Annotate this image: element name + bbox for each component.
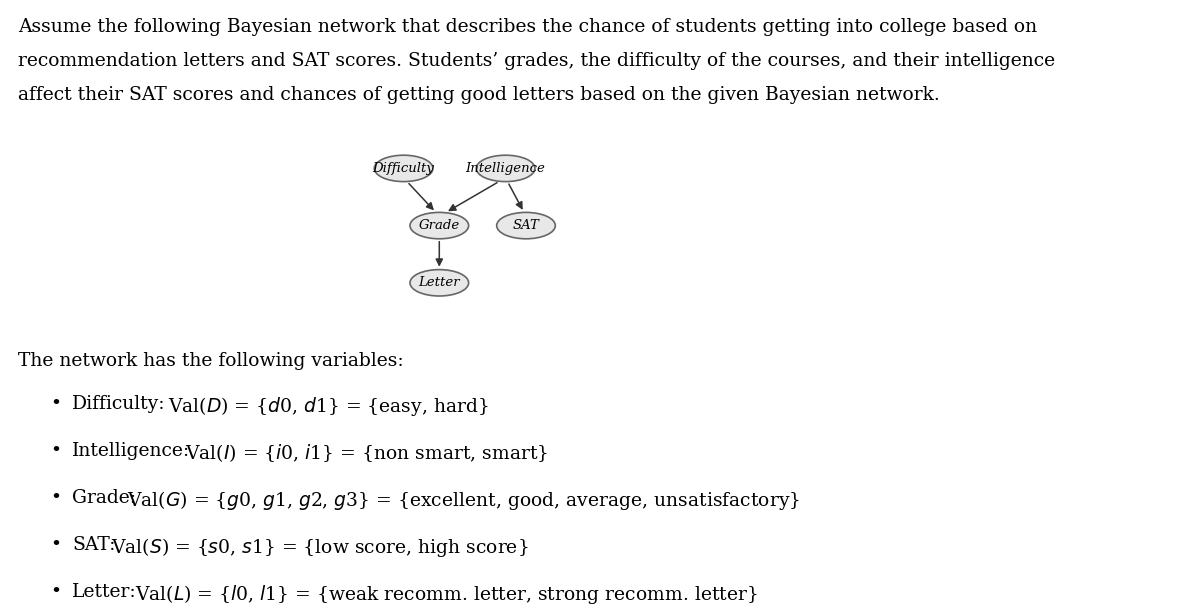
Text: Grade: Grade bbox=[419, 219, 460, 232]
Text: •: • bbox=[50, 442, 61, 460]
Text: Val($S$) = {$s$0, $s$1} = {low score, high score}: Val($S$) = {$s$0, $s$1} = {low score, hi… bbox=[110, 536, 528, 559]
Ellipse shape bbox=[410, 270, 469, 296]
Text: Grade:: Grade: bbox=[72, 489, 136, 507]
Text: Intelligence:: Intelligence: bbox=[72, 442, 190, 460]
Text: Difficulty: Difficulty bbox=[373, 162, 434, 175]
Text: •: • bbox=[50, 489, 61, 507]
Text: SAT: SAT bbox=[512, 219, 540, 232]
Text: Difficulty:: Difficulty: bbox=[72, 395, 166, 413]
Text: affect their SAT scores and chances of getting good letters based on the given B: affect their SAT scores and chances of g… bbox=[18, 86, 940, 104]
Text: Letter:: Letter: bbox=[72, 583, 137, 601]
Text: Intelligence: Intelligence bbox=[466, 162, 546, 175]
Text: •: • bbox=[50, 395, 61, 413]
Text: Val($I$) = {$i$0, $i$1} = {non smart, smart}: Val($I$) = {$i$0, $i$1} = {non smart, sm… bbox=[185, 442, 548, 464]
Ellipse shape bbox=[497, 212, 556, 239]
Ellipse shape bbox=[476, 155, 535, 182]
Text: Val($D$) = {$d$0, $d$1} = {easy, hard}: Val($D$) = {$d$0, $d$1} = {easy, hard} bbox=[168, 395, 488, 418]
Text: Val($G$) = {$g$0, $g$1, $g$2, $g$3} = {excellent, good, average, unsatisfactory}: Val($G$) = {$g$0, $g$1, $g$2, $g$3} = {e… bbox=[127, 489, 800, 512]
Text: Letter: Letter bbox=[419, 276, 460, 289]
Text: Val($L$) = {$l$0, $l$1} = {weak recomm. letter, strong recomm. letter}: Val($L$) = {$l$0, $l$1} = {weak recomm. … bbox=[136, 583, 758, 606]
Ellipse shape bbox=[374, 155, 433, 182]
Ellipse shape bbox=[410, 212, 469, 239]
Text: •: • bbox=[50, 536, 61, 554]
Text: The network has the following variables:: The network has the following variables: bbox=[18, 352, 403, 370]
Text: Assume the following Bayesian network that describes the chance of students gett: Assume the following Bayesian network th… bbox=[18, 18, 1037, 36]
Text: SAT:: SAT: bbox=[72, 536, 115, 554]
Text: recommendation letters and SAT scores. Students’ grades, the difficulty of the c: recommendation letters and SAT scores. S… bbox=[18, 52, 1055, 70]
Text: •: • bbox=[50, 583, 61, 601]
